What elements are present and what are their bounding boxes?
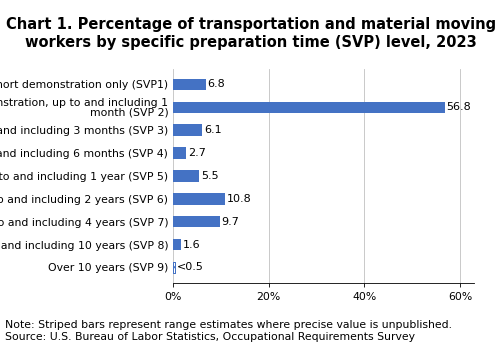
Bar — [173, 193, 224, 205]
Bar — [173, 239, 180, 250]
Bar — [173, 170, 199, 182]
Text: Chart 1. Percentage of transportation and material moving
workers by specific pr: Chart 1. Percentage of transportation an… — [6, 17, 495, 50]
Text: 1.6: 1.6 — [182, 239, 200, 249]
Text: 6.8: 6.8 — [207, 79, 225, 89]
Bar — [173, 101, 444, 113]
Bar — [173, 216, 219, 227]
Text: 56.8: 56.8 — [446, 102, 470, 112]
Bar — [173, 147, 186, 159]
Text: 6.1: 6.1 — [204, 125, 221, 135]
Bar — [173, 79, 205, 90]
Bar — [173, 125, 202, 136]
Text: Note: Striped bars represent range estimates where precise value is unpublished.: Note: Striped bars represent range estim… — [5, 320, 451, 342]
Bar — [173, 262, 174, 273]
Text: 5.5: 5.5 — [201, 171, 218, 181]
Text: 2.7: 2.7 — [188, 148, 205, 158]
Text: <0.5: <0.5 — [176, 263, 203, 273]
Text: 9.7: 9.7 — [221, 217, 239, 227]
Text: 10.8: 10.8 — [226, 194, 251, 204]
Bar — [173, 262, 174, 273]
Bar — [173, 262, 174, 273]
